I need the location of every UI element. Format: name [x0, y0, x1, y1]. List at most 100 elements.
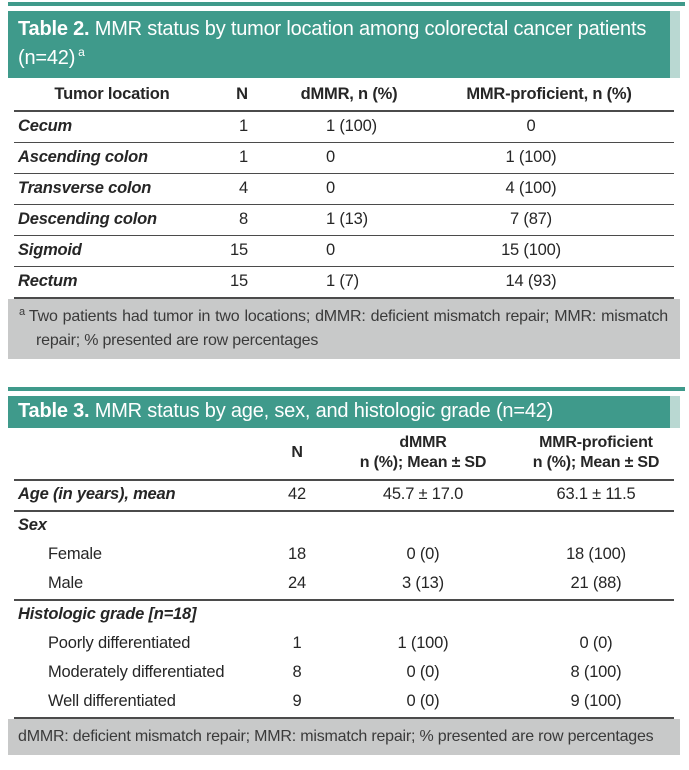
table-row: Histologic grade [n=18]: [14, 600, 674, 630]
cell-mmr-proficient: 0 (0): [579, 634, 613, 652]
between-tables-spacer: [0, 359, 689, 385]
cell-category: Age (in years), mean: [14, 480, 266, 512]
table-row: Sex: [14, 511, 674, 541]
cell-mmr-proficient: 21 (88): [518, 570, 674, 601]
cell-mmr-proficient: 9 (100): [518, 688, 674, 719]
table3-title-prefix: Table 3.: [18, 400, 90, 422]
table-row: Transverse colon 4 0 4 (100): [14, 173, 674, 205]
cell-mmr-proficient: 1 (100): [424, 142, 674, 174]
table3-band-edge-accent: [670, 396, 680, 428]
cell-n: 1: [292, 634, 302, 652]
cell-dmmr: 0: [274, 142, 424, 174]
cell-mmr-proficient: [518, 600, 674, 630]
table2-title: Table 2. MMR status by tumor location am…: [18, 18, 646, 69]
cell-tumor-location: Rectum: [14, 266, 210, 299]
column-header-n: N: [266, 428, 328, 481]
cell-n: 9: [266, 688, 328, 719]
table3-title-rest: MMR status by age, sex, and histologic g…: [89, 400, 554, 422]
table3-footnote-text: dMMR: deficient mismatch repair; MMR: mi…: [18, 728, 654, 745]
cell-mmr-proficient: 8 (100): [570, 663, 622, 681]
cell-dmmr: 1 (13): [274, 204, 424, 236]
cell-n: 15: [210, 235, 274, 267]
table-row: Well differentiated 9 0 (0) 9 (100): [14, 688, 674, 719]
cell-tumor-location: Descending colon: [14, 204, 210, 236]
cell-category: Sex: [18, 516, 47, 534]
table2-top-rule: [8, 2, 685, 6]
cell-dmmr: 1 (100): [274, 111, 424, 143]
table3-footnote: dMMR: deficient mismatch repair; MMR: mi…: [8, 719, 680, 755]
cell-dmmr: [328, 600, 518, 630]
table2-table: Tumor location N dMMR, n (%) MMR-profici…: [14, 78, 674, 299]
cell-dmmr: 1 (100): [397, 634, 449, 652]
table2-title-band: Table 2. MMR status by tumor location am…: [8, 11, 680, 78]
cell-mmr-proficient: 15 (100): [424, 235, 674, 267]
cell-dmmr: [328, 511, 518, 541]
cell-tumor-location: Sigmoid: [14, 235, 210, 267]
table3-block: Table 3. MMR status by age, sex, and his…: [8, 396, 680, 755]
cell-n: [266, 600, 328, 630]
cell-n: 8: [210, 204, 274, 236]
cell-mmr-proficient: [518, 511, 674, 541]
cell-n: 8: [292, 663, 302, 681]
column-header-n: N: [210, 78, 274, 112]
column-header-dmmr: dMMR n (%); Mean ± SD: [328, 428, 518, 481]
table3-header-row: N dMMR n (%); Mean ± SD MMR-proficient n…: [14, 428, 674, 481]
table2-title-prefix: Table 2.: [18, 18, 90, 40]
cell-n: 4: [210, 173, 274, 205]
cell-tumor-location: Transverse colon: [14, 173, 210, 205]
cell-mmr-proficient: 0: [424, 111, 674, 143]
cell-dmmr: 0 (0): [328, 688, 518, 719]
table-row: Cecum 1 1 (100) 0: [14, 111, 674, 143]
cell-n: 18: [288, 545, 306, 563]
cell-mmr-proficient: 4 (100): [424, 173, 674, 205]
table-row: Rectum 15 1 (7) 14 (93): [14, 266, 674, 299]
table-row: Moderately differentiated 8 0 (0) 8 (100…: [14, 659, 674, 688]
table2-footnote-marker: a: [19, 305, 25, 318]
cell-dmmr: 0 (0): [406, 663, 440, 681]
table3-title-band: Table 3. MMR status by age, sex, and his…: [8, 396, 680, 428]
cell-category: Moderately differentiated: [48, 663, 225, 681]
cell-category: Histologic grade [n=18]: [18, 605, 197, 623]
table-row: Descending colon 8 1 (13) 7 (87): [14, 204, 674, 236]
cell-dmmr: 45.7 ± 17.0: [328, 480, 518, 512]
cell-tumor-location: Ascending colon: [14, 142, 210, 174]
table2-body: Cecum 1 1 (100) 0 Ascending colon 1 0 1 …: [14, 111, 674, 299]
table-row: Ascending colon 1 0 1 (100): [14, 142, 674, 174]
table3-title: Table 3. MMR status by age, sex, and his…: [18, 400, 553, 422]
table-row: Male 24 3 (13) 21 (88): [14, 570, 674, 601]
table2-header-row: Tumor location N dMMR, n (%) MMR-profici…: [14, 78, 674, 112]
cell-category: Well differentiated: [14, 688, 266, 719]
table2-block: Table 2. MMR status by tumor location am…: [8, 11, 680, 359]
cell-n: 1: [210, 111, 274, 143]
column-header-dmmr: dMMR, n (%): [274, 78, 424, 112]
table3-body: Age (in years), mean 42 45.7 ± 17.0 63.1…: [14, 480, 674, 719]
table-row: Age (in years), mean 42 45.7 ± 17.0 63.1…: [14, 480, 674, 512]
cell-n: 42: [266, 480, 328, 512]
table3-top-rule: [8, 387, 685, 391]
cell-dmmr: 0 (0): [406, 545, 440, 563]
table2-title-footnote-marker: a: [78, 45, 85, 60]
cell-tumor-location: Cecum: [14, 111, 210, 143]
cell-dmmr: 3 (13): [328, 570, 518, 601]
table2-footnote: a Two patients had tumor in two locations…: [8, 299, 680, 359]
cell-category: Poorly differentiated: [48, 634, 191, 652]
table2-footnote-text: Two patients had tumor in two locations;…: [28, 308, 668, 349]
table2-title-rest: MMR status by tumor location among color…: [18, 18, 647, 69]
cell-mmr-proficient: 7 (87): [424, 204, 674, 236]
cell-n: 15: [210, 266, 274, 299]
cell-mmr-proficient: 18 (100): [566, 545, 626, 563]
cell-category: Female: [48, 545, 102, 563]
column-header-mmr-proficient: MMR-proficient, n (%): [424, 78, 674, 112]
column-header-mmr-proficient: MMR-proficient n (%); Mean ± SD: [518, 428, 674, 481]
cell-dmmr: 0: [274, 235, 424, 267]
cell-mmr-proficient: 14 (93): [424, 266, 674, 299]
table3-table: N dMMR n (%); Mean ± SD MMR-proficient n…: [14, 428, 674, 719]
column-header-blank: [14, 428, 266, 481]
cell-n: 1: [210, 142, 274, 174]
cell-n: 24: [266, 570, 328, 601]
table2-band-edge-accent: [670, 11, 680, 78]
cell-dmmr: 0: [274, 173, 424, 205]
cell-dmmr: 1 (7): [274, 266, 424, 299]
table-row: Sigmoid 15 0 15 (100): [14, 235, 674, 267]
